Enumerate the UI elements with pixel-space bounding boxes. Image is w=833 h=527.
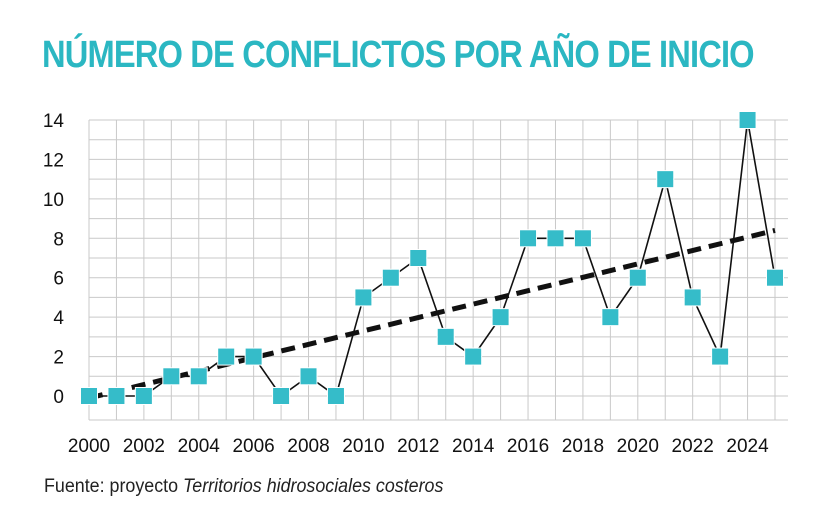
data-point — [628, 268, 647, 287]
y-tick-label: 8 — [53, 229, 64, 250]
data-point — [354, 288, 373, 307]
data-point — [656, 170, 675, 189]
x-tick-label: 2014 — [452, 436, 495, 457]
source-note: Fuente: proyecto Territorios hidrosocial… — [44, 476, 443, 498]
x-tick-label: 2004 — [178, 436, 221, 457]
data-point — [436, 327, 455, 346]
data-point — [80, 387, 98, 405]
y-tick-label: 14 — [43, 111, 65, 132]
chart-title: NÚMERO DE CONFLICTOS POR AÑO DE INICIO — [42, 34, 755, 76]
data-point — [546, 229, 565, 248]
data-point — [162, 367, 181, 386]
data-point — [189, 367, 208, 386]
data-point — [766, 268, 784, 287]
data-point — [519, 229, 538, 248]
x-tick-label: 2020 — [617, 436, 659, 457]
x-tick-label: 2022 — [672, 436, 714, 457]
source-prefix: Fuente: proyecto — [44, 476, 184, 497]
data-point — [738, 111, 757, 129]
x-tick-label: 2006 — [232, 436, 274, 457]
x-tick-label: 2002 — [123, 436, 165, 457]
y-axis-ticks: 0 2 4 6 8 10 12 14 — [43, 111, 65, 408]
source-italic: Territorios hidrosociales costeros — [183, 476, 444, 497]
data-point — [573, 229, 592, 248]
data-point — [326, 387, 345, 405]
x-tick-label: 2012 — [397, 436, 439, 457]
data-point — [244, 347, 263, 366]
y-tick-label: 4 — [53, 308, 64, 329]
data-point — [409, 249, 428, 267]
y-tick-label: 12 — [43, 150, 64, 171]
data-point — [491, 308, 510, 327]
x-axis-ticks: 2000 2002 2004 2006 2008 2010 2012 2014 2016 2018… — [68, 436, 769, 457]
x-tick-label: 2018 — [562, 436, 604, 457]
data-point — [217, 347, 236, 366]
x-tick-label: 2016 — [507, 436, 549, 457]
data-point — [299, 367, 318, 386]
x-tick-label: 2008 — [287, 436, 329, 457]
data-point — [683, 288, 702, 307]
y-tick-label: 6 — [53, 269, 64, 290]
data-point — [107, 387, 126, 405]
data-point — [134, 387, 153, 405]
data-point — [464, 347, 483, 366]
x-tick-label: 2010 — [342, 436, 384, 457]
grid — [88, 119, 788, 421]
x-tick-label: 2000 — [68, 436, 110, 457]
data-markers — [80, 111, 784, 405]
y-tick-label: 10 — [43, 190, 64, 211]
data-point — [601, 308, 620, 327]
x-tick-label: 2024 — [726, 436, 769, 457]
y-tick-label: 2 — [53, 348, 64, 369]
data-point — [272, 387, 291, 405]
data-point — [711, 347, 730, 366]
y-tick-label: 0 — [53, 387, 64, 408]
data-point — [381, 268, 400, 287]
